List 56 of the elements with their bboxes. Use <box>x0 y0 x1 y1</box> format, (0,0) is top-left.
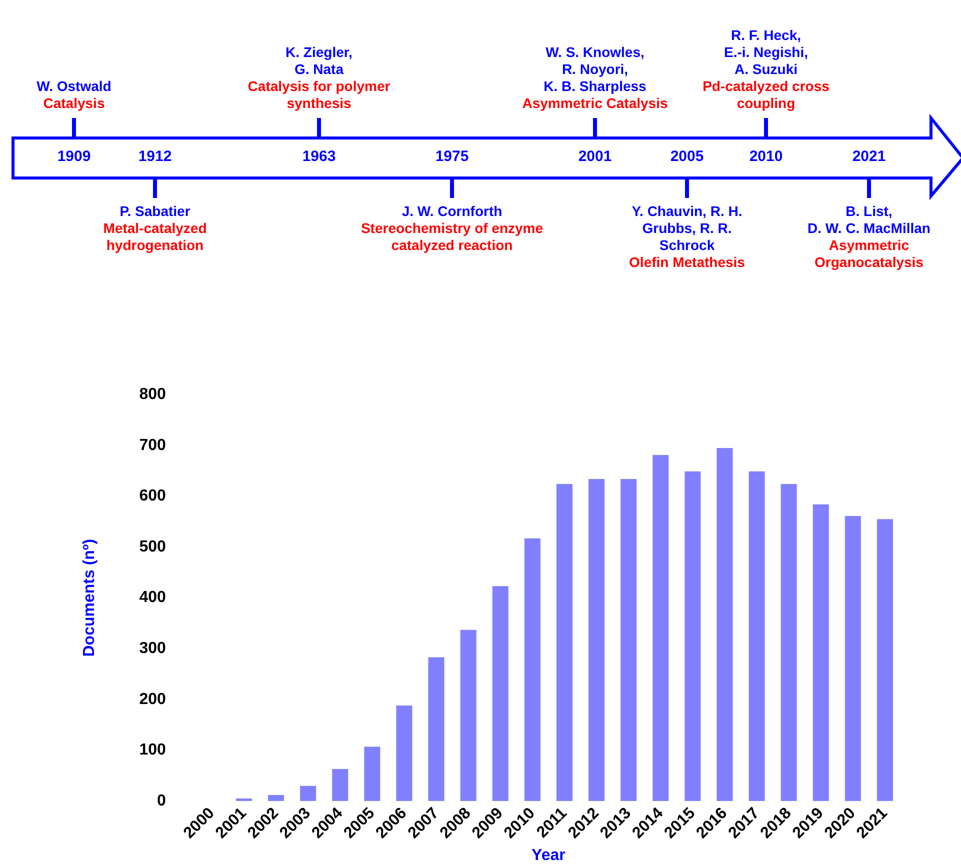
x-axis-title: Year <box>532 846 566 864</box>
y-tick-label: 700 <box>139 436 166 454</box>
category-label: 1963 <box>302 148 336 165</box>
category-label: 1912 <box>138 148 172 165</box>
y-tick-label: 800 <box>139 386 166 404</box>
category-label: 2021 <box>852 148 886 165</box>
bar <box>300 786 316 802</box>
text: R. F. Heck, E.-i. Negishi, A. Suzuki <box>722 27 809 78</box>
text: P. Sabatier <box>118 203 192 220</box>
bar <box>844 516 861 802</box>
bar <box>460 630 476 802</box>
text: Olefin Metathesis <box>629 254 745 271</box>
bar <box>876 519 893 802</box>
bar <box>780 484 797 802</box>
bar <box>364 746 380 802</box>
text: Asymmetric Catalysis <box>522 95 668 112</box>
category-label: 2005 <box>670 148 704 165</box>
bar <box>748 471 765 802</box>
y-tick-label: 400 <box>139 589 166 606</box>
text: Asymmetric Organocatalysis <box>814 237 924 271</box>
category-label: 1975 <box>435 148 469 165</box>
text: W. Ostwald <box>36 78 112 95</box>
bar <box>588 478 605 802</box>
text: Pd-catalyzed cross coupling <box>702 78 830 112</box>
bar <box>268 794 284 802</box>
bar <box>652 455 669 802</box>
text: Stereochemistry of enzyme catalyzed reaction <box>360 220 544 254</box>
bar <box>236 798 252 802</box>
text: Metal-catalyzed hydrogenation <box>103 220 207 254</box>
y-axis-title: Documents (nº) <box>81 538 98 657</box>
text: K. Ziegler, G. Nata <box>284 44 354 78</box>
text: Catalysis for polymer synthesis <box>248 78 390 112</box>
category-label: 2010 <box>749 148 783 165</box>
y-tick-label: 500 <box>139 538 166 556</box>
y-tick-label: 600 <box>139 488 166 505</box>
bar <box>684 471 701 802</box>
bar <box>492 586 508 802</box>
y-tick-label: 0 <box>156 792 166 810</box>
bar <box>556 484 572 802</box>
text: Catalysis <box>42 95 106 112</box>
bar <box>396 706 412 802</box>
y-tick-label: 100 <box>139 742 166 759</box>
text: B. List, D. W. C. MacMillan <box>808 203 930 237</box>
category-label: 2001 <box>578 148 612 165</box>
text: J. W. Cornforth <box>400 203 504 220</box>
category-label: 1909 <box>57 148 91 165</box>
y-tick-label: 300 <box>139 640 166 658</box>
bar <box>428 657 444 802</box>
bar <box>620 478 637 802</box>
text: W. S. Knowles, R. Noyori, K. B. Sharpless <box>542 44 648 95</box>
bar <box>524 538 540 802</box>
text: Y. Chauvin, R. H. Grubbs, R. R. Schrock <box>630 203 744 254</box>
bar <box>716 448 733 802</box>
bar <box>812 504 829 802</box>
y-tick-label: 200 <box>139 690 166 708</box>
bar <box>332 769 348 802</box>
